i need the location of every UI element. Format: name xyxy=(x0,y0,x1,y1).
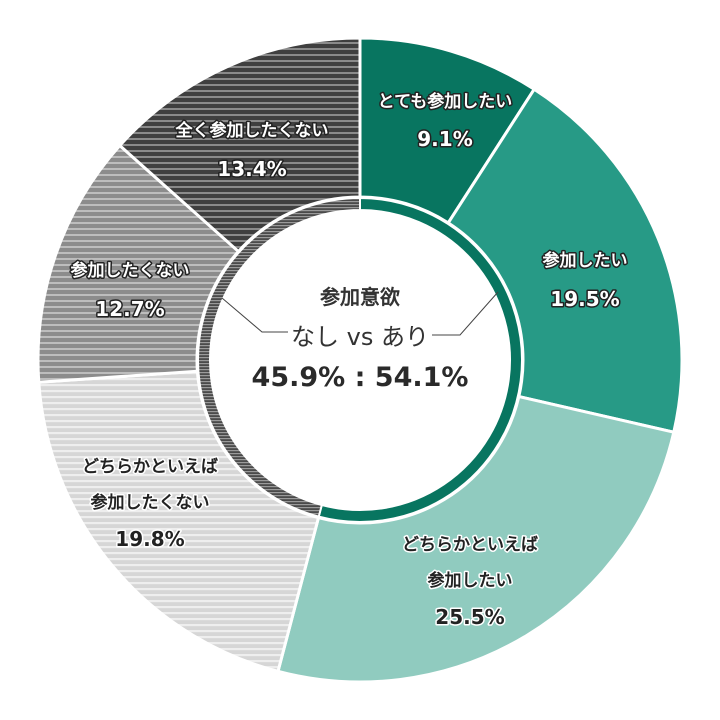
center-title: 参加意欲 xyxy=(320,285,400,309)
svg-text:どちらかといえば: どちらかといえば xyxy=(402,535,538,555)
svg-text:19.5%: 19.5% xyxy=(550,287,619,311)
svg-text:13.4%: 13.4% xyxy=(217,157,286,181)
slice-label-unwilling: 参加したくない 12.7% xyxy=(69,259,191,323)
center-subtitle: なし vs あり xyxy=(291,323,429,351)
svg-text:9.1%: 9.1% xyxy=(417,127,472,151)
slice-label-willing: 参加したい 19.5% xyxy=(541,249,629,313)
svg-text:参加したい: 参加したい xyxy=(428,570,513,591)
svg-text:参加したくない: 参加したくない xyxy=(71,260,190,281)
svg-text:参加したくない: 参加したくない xyxy=(91,492,210,513)
leader-lines xyxy=(221,291,499,336)
slice-label-somewhat-unwilling: どちらかといえば 参加したくない 19.8% xyxy=(81,456,220,553)
svg-text:19.8%: 19.8% xyxy=(115,527,184,551)
svg-text:参加したい: 参加したい xyxy=(543,250,628,271)
slice-label-not-at-all: 全く参加したくない 13.4% xyxy=(173,119,330,183)
slice-label-somewhat-willing: どちらかといえば 参加したい 25.5% xyxy=(401,534,540,631)
leader-line-right xyxy=(432,291,499,336)
slice-label-very-willing: とても参加したい 9.1% xyxy=(376,90,514,153)
svg-text:とても参加したい: とても参加したい xyxy=(378,91,513,112)
svg-text:12.7%: 12.7% xyxy=(95,297,164,321)
outer-slices xyxy=(36,36,684,684)
svg-text:全く参加したくない: 全く参加したくない xyxy=(175,120,329,141)
center-hole xyxy=(210,210,510,510)
svg-text:どちらかといえば: どちらかといえば xyxy=(82,457,218,477)
leader-line-left xyxy=(221,297,288,333)
center-value: 45.9% : 54.1% xyxy=(252,362,469,393)
slice-labels: とても参加したい 9.1% 参加したい 19.5% どちらかといえば 参加したい… xyxy=(69,90,629,631)
svg-text:25.5%: 25.5% xyxy=(435,605,504,629)
